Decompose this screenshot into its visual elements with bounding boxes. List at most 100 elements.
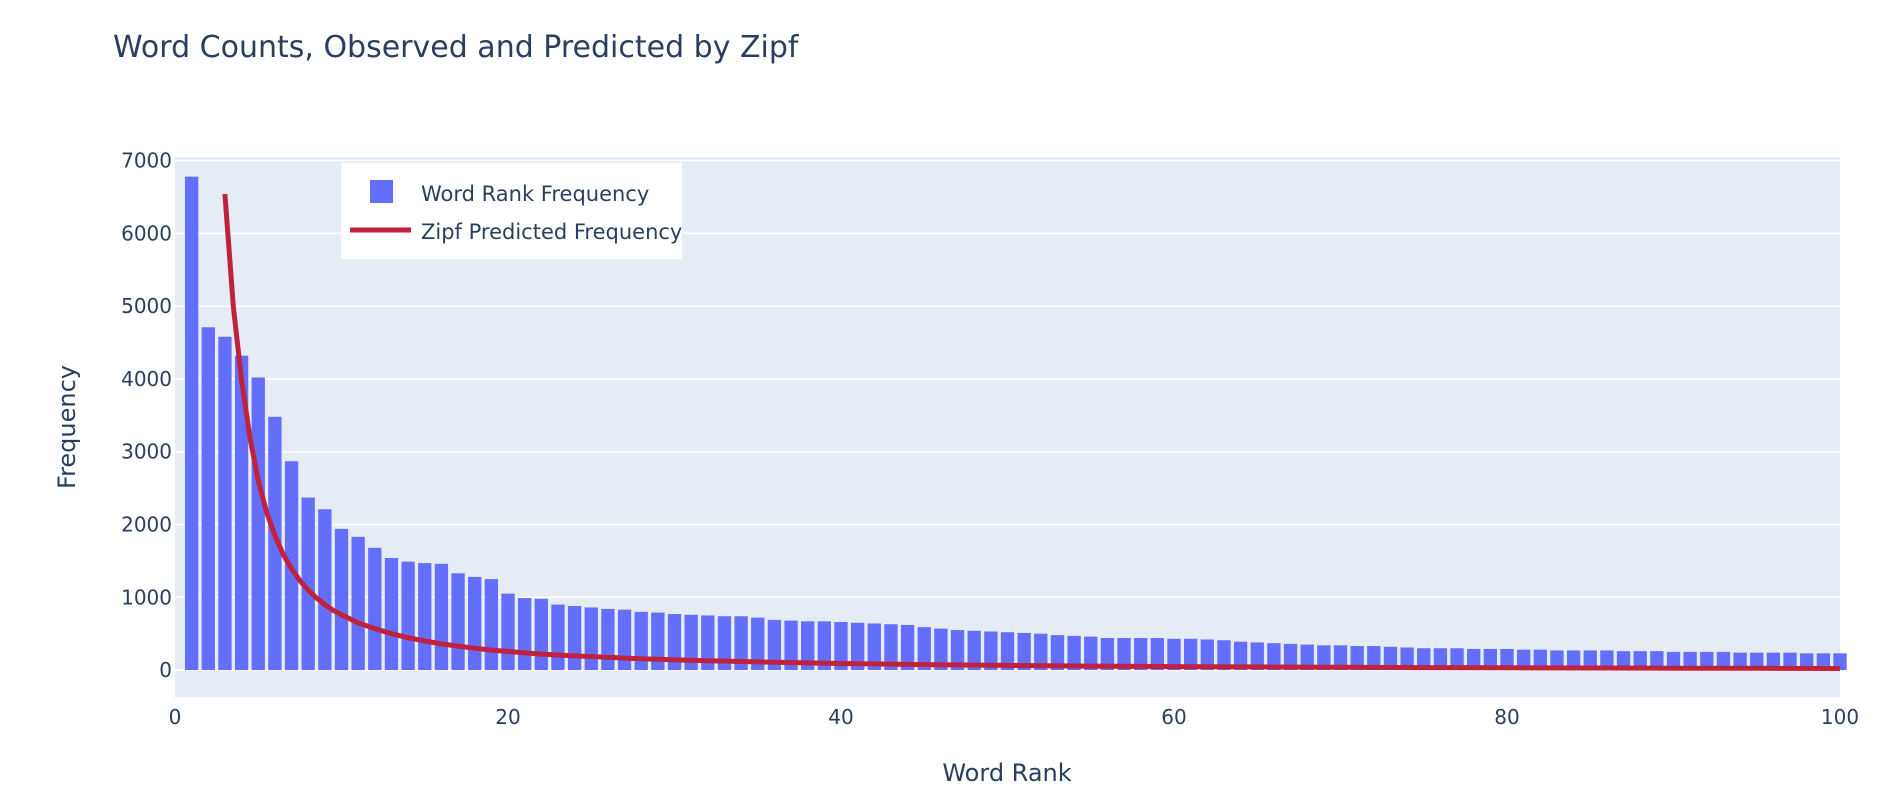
bar xyxy=(484,579,499,671)
bar xyxy=(1167,638,1181,671)
bar xyxy=(368,547,382,671)
bar xyxy=(318,509,332,671)
bar xyxy=(501,593,515,671)
legend-box xyxy=(341,163,682,259)
bar xyxy=(1483,648,1498,671)
bar xyxy=(1733,652,1747,671)
x-tick-label: 80 xyxy=(1494,705,1519,729)
bar xyxy=(617,609,632,671)
y-tick-label: 0 xyxy=(159,658,172,682)
bar xyxy=(1000,632,1015,671)
bar xyxy=(401,561,415,671)
bar xyxy=(651,612,665,671)
bar xyxy=(1367,646,1381,671)
bar xyxy=(1816,653,1831,671)
bar xyxy=(184,176,199,671)
y-axis-ticks: 0 1000 2000 3000 4000 5000 6000 7000 xyxy=(121,149,172,682)
bar xyxy=(1400,647,1414,671)
bar xyxy=(1183,638,1198,671)
bar xyxy=(884,624,898,671)
x-axis-title: Word Rank xyxy=(942,759,1071,787)
bar xyxy=(1267,643,1281,671)
bar xyxy=(334,528,349,671)
bar xyxy=(418,563,432,671)
bar xyxy=(468,576,482,671)
bar xyxy=(1650,651,1664,671)
bar xyxy=(751,617,765,671)
bar xyxy=(1766,652,1781,671)
bar xyxy=(1067,635,1081,671)
bar xyxy=(1217,640,1231,671)
bar xyxy=(517,598,532,671)
zipf-line xyxy=(222,193,1841,671)
bar xyxy=(251,377,265,671)
bar xyxy=(1566,650,1581,671)
bar xyxy=(1333,645,1348,671)
bar xyxy=(1533,649,1547,671)
y-tick-label: 6000 xyxy=(121,221,172,245)
bar xyxy=(1233,641,1248,671)
bar xyxy=(1117,638,1131,671)
bar xyxy=(1583,650,1597,671)
bar xyxy=(900,624,915,671)
bar xyxy=(551,604,565,671)
bar xyxy=(634,611,648,671)
bar xyxy=(234,355,249,671)
bar xyxy=(601,608,615,671)
legend: Word Rank Frequency Zipf Predicted Frequ… xyxy=(341,163,682,259)
bar xyxy=(1683,651,1697,671)
bar xyxy=(534,598,548,671)
legend-label-bars: Word Rank Frequency xyxy=(421,182,649,206)
bar xyxy=(701,615,715,671)
bar xyxy=(1450,648,1464,671)
bar xyxy=(268,416,282,671)
bar xyxy=(1833,653,1847,671)
bar xyxy=(1716,651,1731,671)
x-axis-ticks: 0 20 40 60 80 100 xyxy=(169,705,1859,729)
bar xyxy=(917,627,931,671)
y-tick-label: 2000 xyxy=(121,513,172,537)
bar xyxy=(950,630,965,671)
bar xyxy=(1550,650,1564,671)
bar xyxy=(1417,648,1431,671)
y-tick-label: 5000 xyxy=(121,294,172,318)
bar xyxy=(1783,652,1797,671)
bar xyxy=(1017,632,1031,671)
bar xyxy=(1050,635,1065,671)
bar xyxy=(1383,646,1398,671)
bar xyxy=(1800,653,1814,671)
chart-title: Word Counts, Observed and Predicted by Z… xyxy=(113,30,800,65)
bar xyxy=(1700,651,1714,671)
bar xyxy=(1084,636,1098,671)
bar xyxy=(1516,649,1531,671)
legend-label-line: Zipf Predicted Frequency xyxy=(421,220,682,244)
bar xyxy=(817,621,832,671)
bar xyxy=(734,616,748,671)
x-tick-label: 60 xyxy=(1161,705,1186,729)
bar xyxy=(1600,650,1614,671)
bar xyxy=(967,630,981,671)
y-tick-label: 3000 xyxy=(121,440,172,464)
bar xyxy=(218,336,232,671)
bar xyxy=(684,614,698,671)
bar xyxy=(1134,638,1148,671)
bar xyxy=(1250,642,1264,671)
x-tick-label: 0 xyxy=(169,705,182,729)
legend-bar-swatch xyxy=(370,180,393,203)
x-tick-label: 100 xyxy=(1821,705,1859,729)
y-tick-label: 4000 xyxy=(121,367,172,391)
bar xyxy=(451,573,465,671)
bar xyxy=(584,607,598,671)
bar xyxy=(867,623,881,671)
bar xyxy=(801,621,815,671)
bar xyxy=(1150,638,1165,671)
bar xyxy=(1666,651,1681,671)
bar xyxy=(1750,652,1764,671)
y-tick-label: 7000 xyxy=(121,149,172,173)
bar xyxy=(1283,643,1298,671)
bar xyxy=(201,327,215,671)
bar xyxy=(1100,638,1115,671)
bar xyxy=(1300,644,1314,671)
bar xyxy=(1034,633,1048,671)
